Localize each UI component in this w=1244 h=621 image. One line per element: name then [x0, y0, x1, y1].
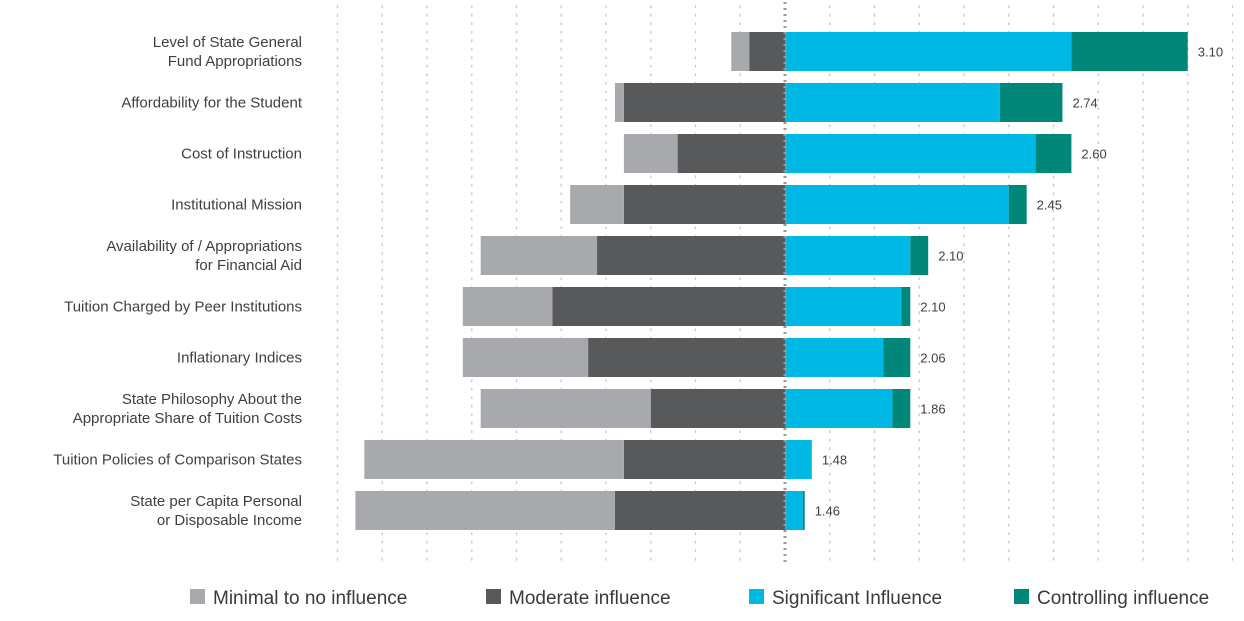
bar-segment-controlling-influence: [901, 287, 911, 326]
bar-row: [614, 83, 1063, 122]
category-label: Tuition Charged by Peer Institutions: [64, 299, 302, 316]
bar-segment-minimal-to-no-influence: [462, 338, 589, 377]
bar-segment-controlling-influence: [802, 491, 805, 530]
bar-segment-moderate-influence: [677, 134, 785, 173]
bar-segment-controlling-influence: [999, 83, 1063, 122]
bar-segment-significant-influence: [785, 32, 1072, 71]
bar-segment-moderate-influence: [623, 83, 785, 122]
legend-label: Significant Influence: [772, 588, 942, 609]
bar-segment-significant-influence: [785, 185, 1009, 224]
category-label: Level of State General Fund Appropriation…: [153, 34, 302, 70]
bar-segment-significant-influence: [785, 389, 893, 428]
bar-row: [462, 338, 911, 377]
category-label: Inflationary Indices: [177, 350, 302, 367]
legend-label: Moderate influence: [509, 588, 671, 609]
bar-row: [623, 134, 1072, 173]
category-label: Institutional Mission: [171, 197, 302, 214]
score-label: 2.10: [920, 300, 945, 315]
legend-swatch: [1014, 589, 1029, 604]
bar-segment-moderate-influence: [623, 185, 785, 224]
bar-segment-minimal-to-no-influence: [614, 83, 624, 122]
bar-segment-minimal-to-no-influence: [731, 32, 750, 71]
bar-row: [355, 491, 805, 530]
bar-row: [364, 440, 812, 479]
category-label: State per Capita Personal or Disposable I…: [130, 493, 302, 529]
bar-segment-significant-influence: [785, 134, 1036, 173]
category-label: Availability of / Appropriations for Fina…: [106, 238, 302, 274]
bar-segment-minimal-to-no-influence: [364, 440, 624, 479]
score-label: 1.46: [815, 504, 840, 519]
bar-layer: [355, 32, 1188, 530]
bar-segment-minimal-to-no-influence: [480, 236, 598, 275]
bar-segment-significant-influence: [785, 83, 1000, 122]
bar-segment-moderate-influence: [623, 440, 785, 479]
legend-item: Moderate influence: [486, 588, 671, 609]
bar-segment-minimal-to-no-influence: [355, 491, 615, 530]
category-label: State Philosophy About the Appropriate Sh…: [73, 391, 302, 427]
bar-segment-significant-influence: [785, 491, 803, 530]
bar-segment-minimal-to-no-influence: [570, 185, 624, 224]
bar-segment-controlling-influence: [1035, 134, 1072, 173]
score-label: 1.48: [822, 453, 847, 468]
bar-segment-moderate-influence: [552, 287, 785, 326]
bar-row: [462, 287, 911, 326]
legend-label: Controlling influence: [1037, 588, 1209, 609]
legend-item: Controlling influence: [1014, 588, 1209, 609]
legend-swatch: [749, 589, 764, 604]
bar-segment-significant-influence: [785, 440, 812, 479]
bar-segment-significant-influence: [785, 338, 884, 377]
bar-segment-moderate-influence: [597, 236, 785, 275]
label-layer: 3.10 Level of State General Fund Appropria…: [53, 34, 1223, 529]
bar-segment-controlling-influence: [883, 338, 911, 377]
legend-swatch: [486, 589, 501, 604]
score-label: 1.86: [920, 402, 945, 417]
legend-item: Significant Influence: [749, 588, 942, 609]
bar-segment-moderate-influence: [650, 389, 785, 428]
category-label: Cost of Instruction: [181, 146, 302, 163]
score-label: 2.10: [938, 249, 963, 264]
bar-segment-minimal-to-no-influence: [480, 389, 651, 428]
bar-segment-moderate-influence: [614, 491, 785, 530]
bar-row: [480, 389, 911, 428]
bar-segment-controlling-influence: [910, 236, 929, 275]
bar-row: [731, 32, 1188, 71]
score-label: 2.06: [920, 351, 945, 366]
bar-row: [570, 185, 1027, 224]
bar-segment-significant-influence: [785, 236, 911, 275]
bar-segment-controlling-influence: [1071, 32, 1188, 71]
legend-label: Minimal to no influence: [213, 588, 407, 609]
legend-swatch: [190, 589, 205, 604]
legend-item: Minimal to no influence: [190, 588, 407, 609]
score-label: 2.60: [1081, 147, 1106, 162]
category-label: Tuition Policies of Comparison States: [53, 452, 302, 469]
bar-segment-minimal-to-no-influence: [462, 287, 553, 326]
bar-row: [480, 236, 929, 275]
score-label: 2.74: [1072, 96, 1097, 111]
score-label: 3.10: [1198, 45, 1223, 60]
bar-segment-controlling-influence: [1008, 185, 1027, 224]
bar-segment-moderate-influence: [749, 32, 785, 71]
bar-segment-minimal-to-no-influence: [623, 134, 678, 173]
legend: Minimal to no influence Moderate influenc…: [190, 588, 1209, 609]
bar-segment-controlling-influence: [892, 389, 911, 428]
category-label: Affordability for the Student: [121, 95, 302, 112]
bar-segment-moderate-influence: [588, 338, 785, 377]
score-label: 2.45: [1037, 198, 1062, 213]
bar-segment-significant-influence: [785, 287, 902, 326]
